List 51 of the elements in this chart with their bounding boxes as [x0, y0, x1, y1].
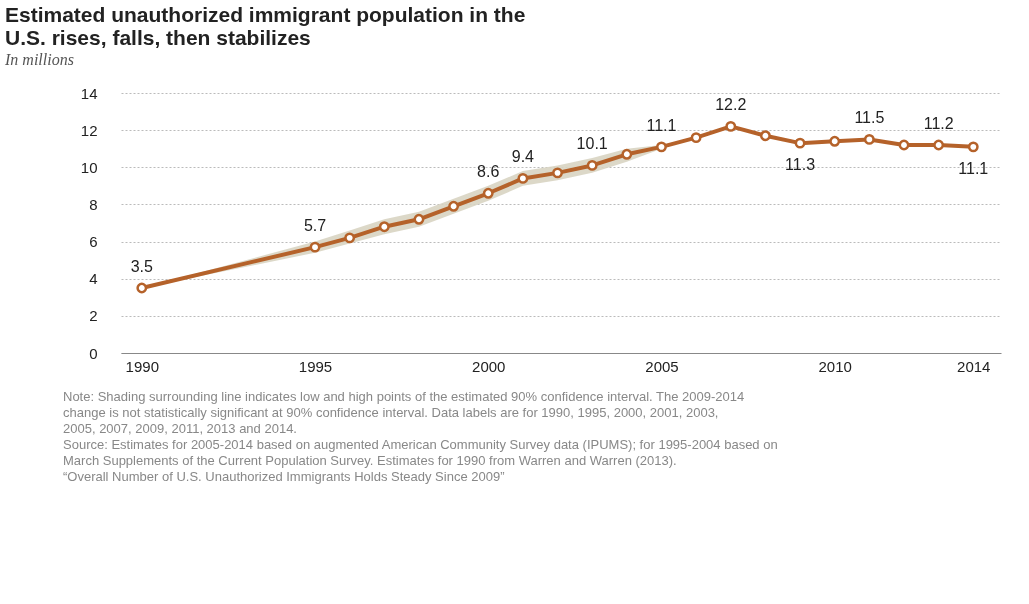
data-label: 11.1 [958, 159, 989, 177]
point [829, 135, 841, 147]
y-tick-label: 12 [80, 121, 98, 139]
y-tick-label: 10 [80, 158, 98, 176]
point [759, 130, 771, 142]
point [621, 148, 633, 160]
text: Note: Shading surrounding line indicates low and high points of the estimated 90% confidence interval. The 2009-2014 change is not statistically significant at 90% confidence interval. Data labels are for 1990, 1995, 2000, 2001, 2003, 2005, 2007, 2009, 2011, 2013 and 2014. [63, 389, 745, 436]
y-tick-label: 2 [89, 307, 98, 325]
y-tick-label: 8 [89, 195, 98, 213]
data-label: 3.5 [130, 258, 154, 275]
data-label: 10.1 [576, 135, 608, 153]
x-tick-label: 2010 [818, 357, 852, 375]
point [344, 232, 356, 244]
point [725, 121, 737, 132]
point [552, 167, 563, 179]
x-tick-label: 1990 [125, 357, 159, 375]
y-tick-label: 6 [89, 233, 98, 251]
source-note: Source: Estimates for 2005-2014 based on augmented American Community Survey data (IPUMS); for 1995-2004 based on March Supplements of the Current Population Survey. Estimates for 1990 from Warren and Warren (2013). [63, 437, 778, 468]
y-tick-label: 14 [80, 84, 98, 102]
point [309, 241, 321, 253]
point [933, 139, 945, 151]
data-label: 12.2 [715, 96, 747, 114]
chart-title: Estimated unauthorized immigrant population in the U.S. rises, falls, then stabilizes [5, 3, 526, 49]
data-label: 5.7 [303, 217, 327, 235]
x-tick-label: 1995 [298, 357, 333, 375]
text: “Overall Number of U.S. Unauthorized Immigrants Holds Steady Since 2009” [63, 469, 505, 484]
x-tick-label: 2000 [472, 357, 506, 375]
point [517, 173, 529, 184]
point [136, 282, 148, 294]
data-label: 8.6 [477, 163, 500, 181]
data-label: 11.3 [785, 156, 816, 174]
data-label: 11.5 [854, 109, 885, 127]
x-tick-label: 2005 [645, 357, 679, 375]
x-tick-label: 2014 [957, 357, 991, 375]
point [482, 187, 494, 199]
data-label: 9.4 [511, 148, 535, 166]
y-tick-label: 4 [89, 270, 98, 288]
point [378, 221, 390, 233]
point [690, 132, 702, 143]
point [967, 141, 979, 153]
data-label: 11.1 [646, 116, 677, 134]
y-tick-label: 0 [89, 344, 98, 362]
point [863, 134, 875, 145]
point [656, 141, 667, 153]
point [898, 139, 910, 151]
chart-subtitle: In millions [4, 51, 74, 68]
data-label: 11.2 [923, 115, 954, 132]
point [413, 213, 425, 225]
point [448, 200, 460, 212]
point [586, 160, 598, 171]
point [794, 137, 806, 149]
